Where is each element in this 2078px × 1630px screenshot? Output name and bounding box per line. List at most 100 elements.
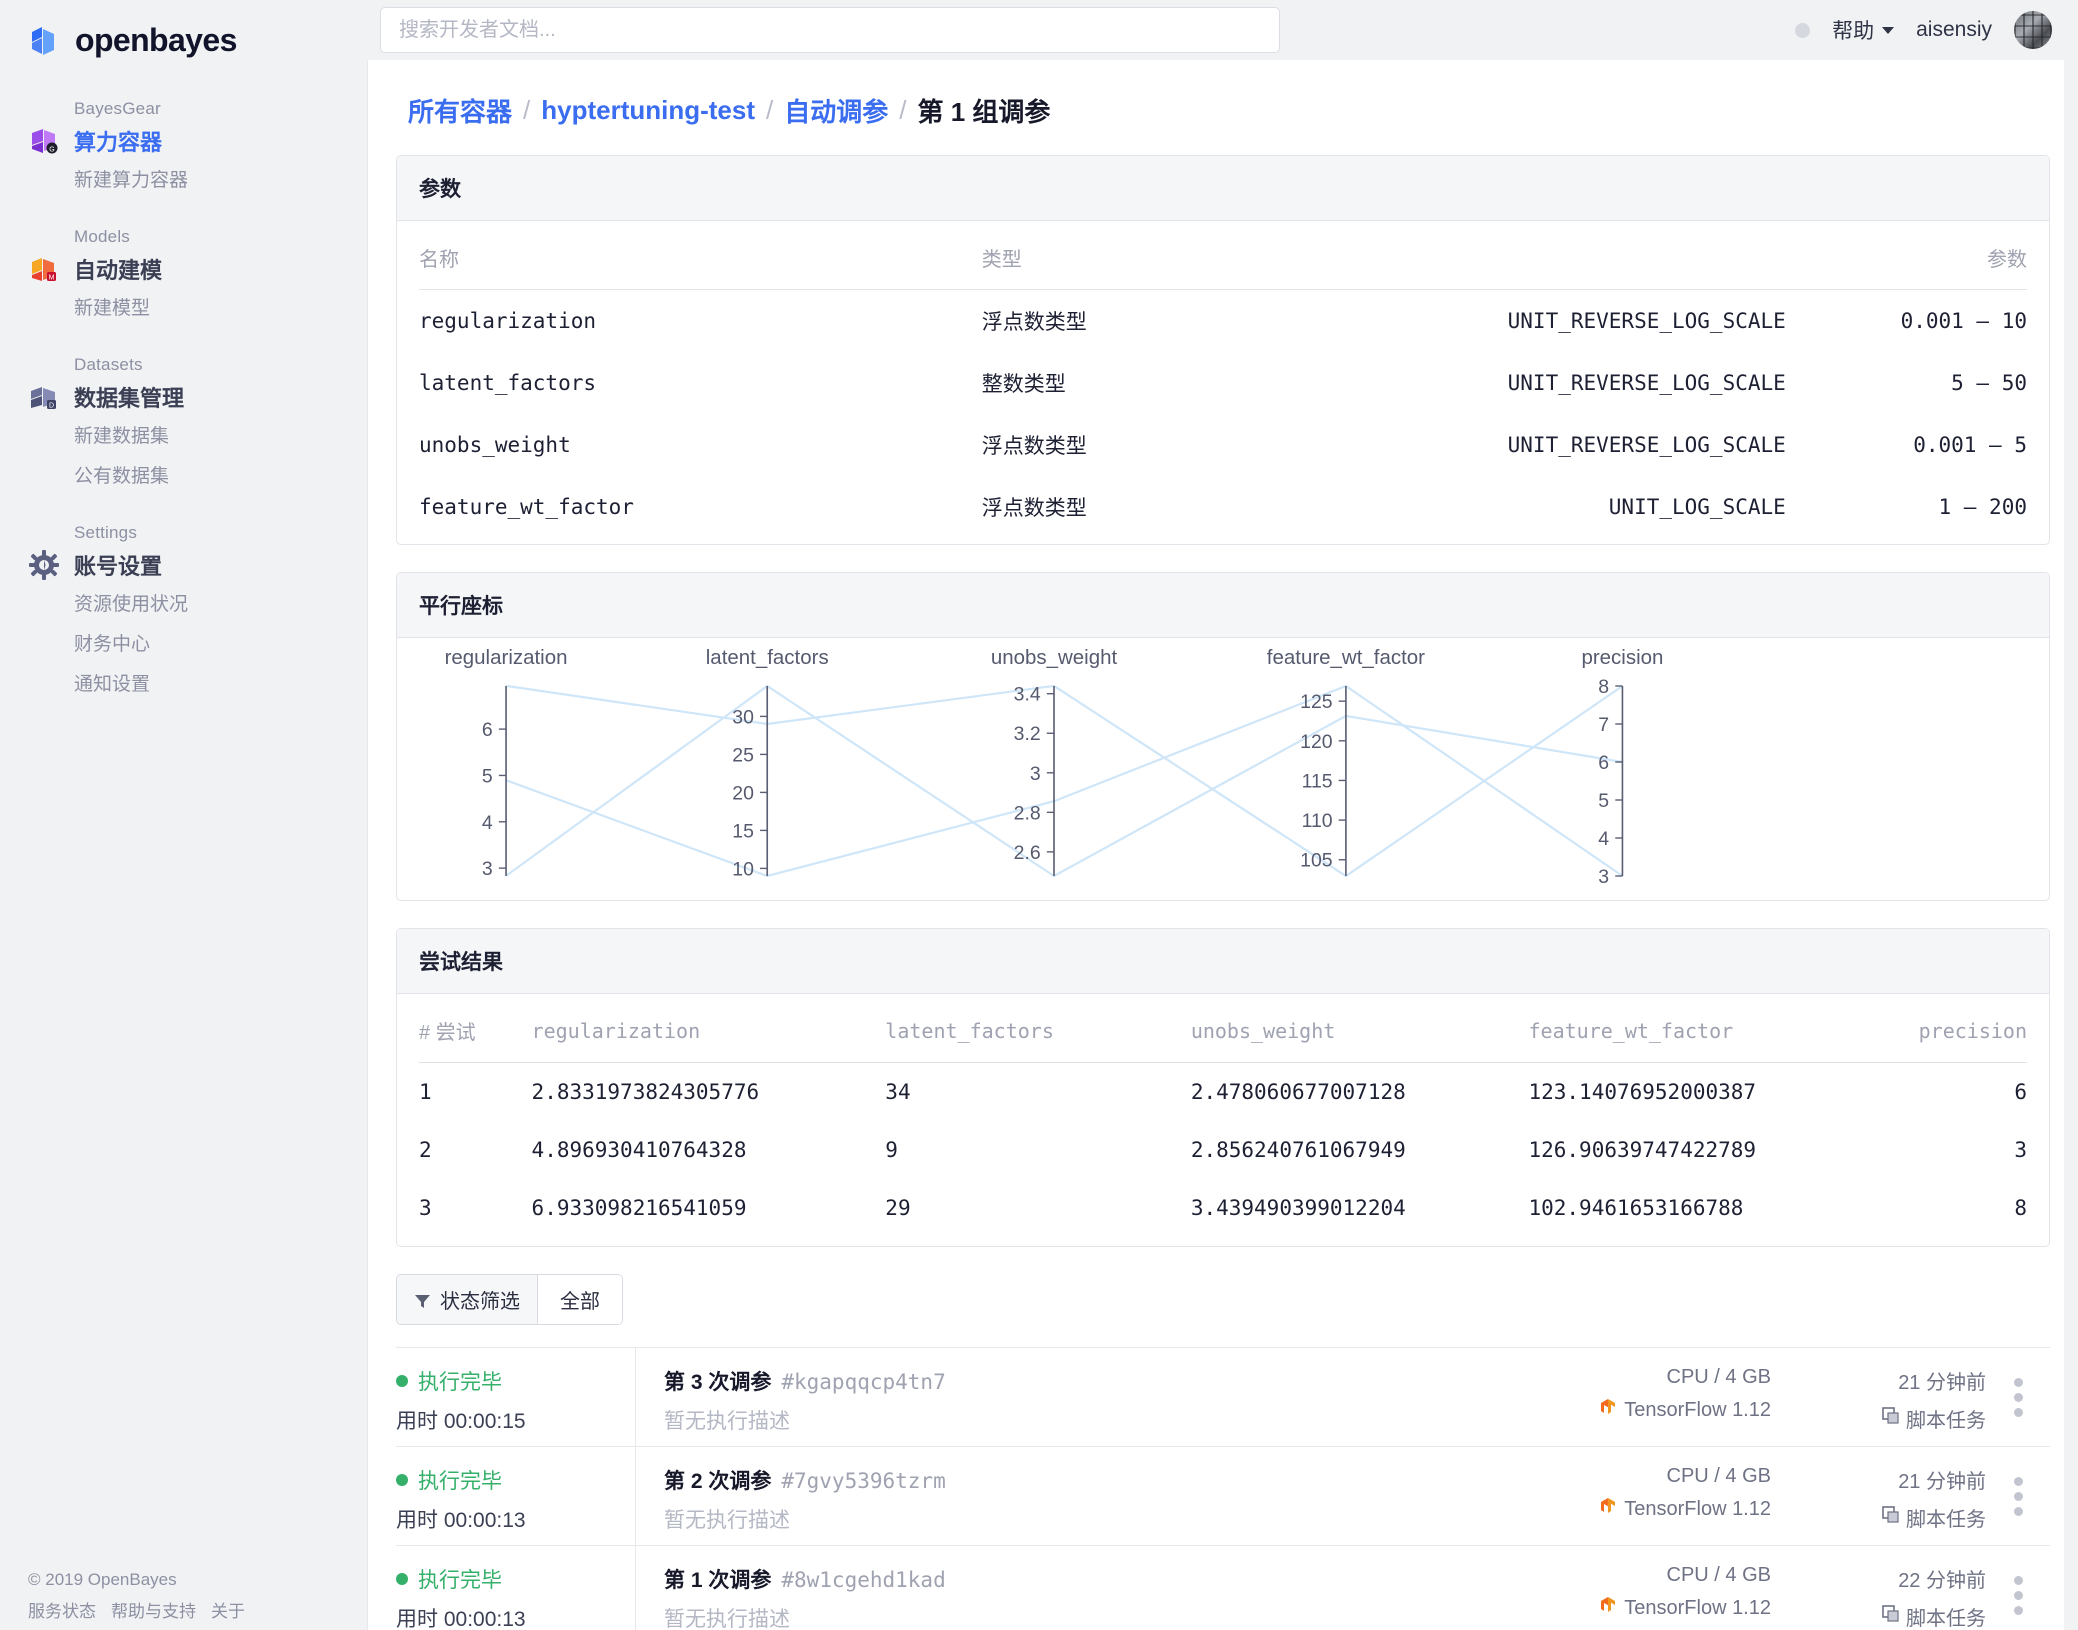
sidebar-item-account-settings[interactable]: 账号设置 <box>0 545 367 585</box>
task-main-col: 第 3 次调参 #kgapqqcp4tn7 暂无执行描述 <box>636 1348 1521 1446</box>
datasets-icon: D <box>28 381 60 413</box>
breadcrumb-item-all-containers[interactable]: 所有容器 <box>408 97 513 127</box>
sidebar-subitem-new-model[interactable]: 新建模型 <box>74 298 151 319</box>
param-name: regularization <box>419 309 597 333</box>
breadcrumb-item-autotuning[interactable]: 自动调参 <box>784 97 889 127</box>
pc-tick-label: 4 <box>482 813 493 834</box>
task-time-col: 22 分钟前 脚本任务 <box>1771 1546 1986 1630</box>
brand[interactable]: openbayes <box>0 10 367 59</box>
avatar[interactable] <box>2014 11 2052 49</box>
table-row: 2 4.896930410764328 9 2.856240761067949 … <box>419 1121 2027 1179</box>
list-item[interactable]: 执行完毕 用时 00:00:13 第 1 次调参 #8w1cgehd1kad 暂… <box>396 1546 2050 1630</box>
task-resource: CPU / 4 GB <box>1666 1465 1771 1487</box>
user-name[interactable]: aisensiy <box>1916 18 1992 41</box>
footer-link-status[interactable]: 服务状态 <box>28 1602 96 1621</box>
task-status-col: 执行完毕 用时 00:00:13 <box>396 1546 636 1630</box>
trial-unobs-weight: 2.478060677007128 <box>1190 1080 1406 1104</box>
sidebar-subitem-resource-usage[interactable]: 资源使用状况 <box>74 594 189 615</box>
sidebar-subitem-new-container[interactable]: 新建算力容器 <box>74 170 189 191</box>
task-resource-col: CPU / 4 GB TensorFlow 1.12 <box>1521 1546 1771 1630</box>
sidebar-subitem-notifications[interactable]: 通知设置 <box>74 674 151 695</box>
pc-tick-label: 5 <box>482 767 493 788</box>
search-input[interactable] <box>380 7 1280 53</box>
task-framework-line: TensorFlow 1.12 <box>1521 1596 1771 1620</box>
status-filter-value[interactable]: 全部 <box>538 1275 622 1324</box>
sidebar: openbayes BayesGear G 算力容器 新建算力容器 <box>0 0 367 1630</box>
task-title[interactable]: 第 1 次调参 <box>664 1569 772 1592</box>
list-item[interactable]: 执行完毕 用时 00:00:13 第 2 次调参 #7gvy5396tzrm 暂… <box>396 1447 2050 1546</box>
parallel-coordinates-svg: regularization 3 4 5 6 latent_factors 10 15 20 25… <box>445 647 1664 888</box>
pc-tick-label: 110 <box>1302 811 1333 832</box>
sidebar-subitem-public-dataset[interactable]: 公有数据集 <box>74 466 170 487</box>
breadcrumb-item-project[interactable]: hyptertuning-test <box>541 95 756 125</box>
task-resource-col: CPU / 4 GB TensorFlow 1.12 <box>1521 1447 1771 1545</box>
th-regularization: regularization <box>531 994 886 1063</box>
task-framework: TensorFlow 1.12 <box>1624 1497 1771 1520</box>
pc-tick-label: 10 <box>732 860 754 881</box>
sidebar-group-bayesgear: BayesGear G 算力容器 新建算力容器 <box>0 99 367 201</box>
vertical-scrollbar[interactable] <box>2064 60 2078 1630</box>
th-type: 类型 <box>981 221 1384 290</box>
status-dot-icon <box>396 1375 408 1387</box>
help-menu[interactable]: 帮助 <box>1832 15 1895 45</box>
th-index: # 尝试 <box>419 994 532 1063</box>
task-title[interactable]: 第 2 次调参 <box>664 1470 772 1493</box>
status-dot-icon <box>396 1573 408 1585</box>
more-options-icon[interactable] <box>2013 1575 2023 1615</box>
sidebar-item-label: 算力容器 <box>74 130 163 155</box>
task-title-line: 第 2 次调参 #7gvy5396tzrm <box>664 1465 1521 1495</box>
pc-series-line <box>505 684 1624 878</box>
pc-tick-label: 2.8 <box>1014 804 1041 825</box>
task-type: 脚本任务 <box>1906 1608 1986 1630</box>
pc-tick-label: 105 <box>1300 851 1332 872</box>
sidebar-item-datasets[interactable]: D 数据集管理 <box>0 377 367 417</box>
sidebar-item-automodeling[interactable]: M 自动建模 <box>0 249 367 289</box>
trial-unobs-weight: 3.439490399012204 <box>1190 1196 1406 1220</box>
task-time-col: 21 分钟前 脚本任务 <box>1771 1348 1986 1446</box>
pc-tick-label: 5 <box>1598 791 1609 812</box>
pc-tick-label: 3 <box>1030 764 1041 785</box>
sidebar-subitem-billing[interactable]: 财务中心 <box>74 634 151 655</box>
more-options-icon[interactable] <box>2013 1476 2023 1516</box>
sidebar-footer: © 2019 OpenBayes 服务状态 帮助与支持 关于 <box>28 1570 358 1622</box>
trial-precision: 8 <box>2014 1196 2027 1220</box>
status-filter-button[interactable]: 状态筛选 <box>397 1275 538 1324</box>
pc-tick-label: 6 <box>482 720 493 741</box>
task-hash: #8w1cgehd1kad <box>781 1568 946 1592</box>
status-badge: 执行完毕 <box>396 1465 635 1495</box>
table-row: feature_wt_factor 浮点数类型 UNIT_LOG_SCALE 1… <box>419 476 2027 544</box>
param-scale: UNIT_REVERSE_LOG_SCALE <box>1507 371 1786 395</box>
parallel-coordinates-body: regularization 3 4 5 6 latent_factors 10 15 20 25… <box>397 638 2049 900</box>
param-scale: UNIT_REVERSE_LOG_SCALE <box>1507 433 1786 457</box>
task-title[interactable]: 第 3 次调参 <box>664 1371 772 1394</box>
th-range: 参数 <box>1785 221 2027 290</box>
script-task-icon <box>1882 1407 1899 1430</box>
task-framework-line: TensorFlow 1.12 <box>1521 1497 1771 1521</box>
footer-link-help[interactable]: 帮助与支持 <box>111 1602 196 1621</box>
footer-link-about[interactable]: 关于 <box>211 1602 245 1621</box>
param-type: 浮点数类型 <box>981 435 1087 458</box>
task-menu-col <box>1986 1546 2050 1630</box>
parameters-table: 名称 类型 参数 regularization 浮点数类型 UNIT_REVER… <box>419 221 2027 544</box>
th-scale <box>1383 221 1786 290</box>
compute-container-icon: G <box>28 125 60 157</box>
trial-latent-factors: 29 <box>885 1196 911 1220</box>
sidebar-subitem-new-dataset[interactable]: 新建数据集 <box>74 426 170 447</box>
parameters-card: 参数 名称 类型 参数 reg <box>396 155 2050 545</box>
sidebar-group-datasets: Datasets D 数据集管理 新建数据集 公有数据集 <box>0 355 367 497</box>
list-item[interactable]: 执行完毕 用时 00:00:15 第 3 次调参 #kgapqqcp4tn7 暂… <box>396 1348 2050 1447</box>
sidebar-item-compute-container[interactable]: G 算力容器 <box>0 121 367 161</box>
svg-text:D: D <box>49 403 54 410</box>
more-options-icon[interactable] <box>2013 1377 2023 1417</box>
footer-links: 服务状态 帮助与支持 关于 <box>28 1597 358 1622</box>
param-range: 0.001 – 10 <box>1900 309 2027 333</box>
trial-precision: 6 <box>2014 1080 2027 1104</box>
pc-tick-label: 2.6 <box>1014 843 1041 864</box>
pc-series-line <box>505 684 1624 878</box>
status-filter[interactable]: 状态筛选 全部 <box>396 1274 623 1325</box>
trial-feature-wt-factor: 126.90639747422789 <box>1528 1138 1757 1162</box>
status-dot-icon <box>1795 22 1811 38</box>
th-feature-wt-factor: feature_wt_factor <box>1528 994 1867 1063</box>
trial-index: 3 <box>419 1196 432 1220</box>
task-title-line: 第 1 次调参 #8w1cgehd1kad <box>664 1564 1521 1594</box>
